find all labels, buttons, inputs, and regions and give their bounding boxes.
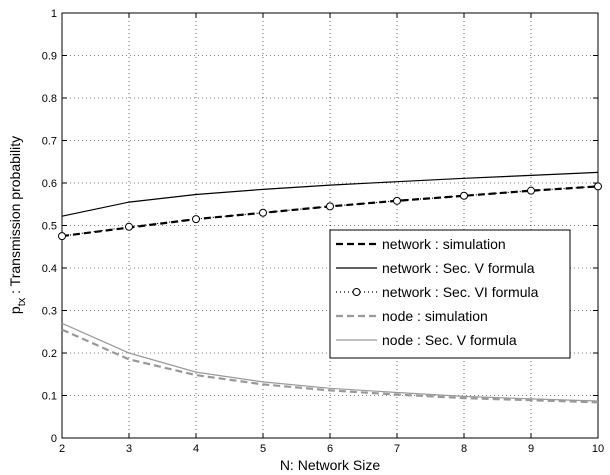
series-point	[125, 222, 133, 231]
series-line	[61, 185, 599, 237]
legend-label: node : Sec. V formula	[382, 332, 517, 348]
x-tick-label: 4	[193, 443, 199, 455]
legend-label: network : Sec. V formula	[382, 260, 535, 276]
legend-label: network : Sec. VI formula	[382, 284, 539, 300]
legend-box	[329, 229, 571, 359]
y-axis-title-sub: tx	[16, 297, 28, 306]
series-line	[61, 171, 599, 217]
x-tick-label: 8	[461, 443, 467, 455]
y-tick-label: 0.3	[42, 306, 57, 318]
x-axis-title: N: Network Size	[280, 457, 381, 473]
y-tick-label: 0.6	[42, 178, 57, 190]
x-tick-label: 9	[528, 443, 534, 455]
y-axis-title-main: p	[7, 306, 23, 314]
x-tick-label: 6	[327, 443, 333, 455]
series-point	[326, 202, 334, 211]
x-tick-label: 2	[59, 443, 65, 455]
x-tick-label: 5	[260, 443, 266, 455]
y-tick-label: 0.9	[42, 51, 57, 63]
series-point	[393, 196, 401, 205]
legend: network : simulation network : Sec. V for…	[329, 229, 571, 359]
x-tick-label: 10	[592, 443, 604, 455]
y-tick-label: 0.2	[42, 348, 57, 360]
series-line	[61, 328, 599, 404]
y-tick-label: 0.1	[42, 391, 57, 403]
series-point	[594, 182, 602, 191]
y-axis-title-rest: : Transmission probability	[7, 136, 23, 298]
axis-ticks: 2 3 4 5 6 7 8 9 10 0 0.1 0.2 0.3 0.4 0.5 0.6 0.7 0.8 0.9 1	[42, 8, 604, 455]
series-point	[192, 215, 200, 224]
legend-marker	[352, 288, 361, 296]
y-tick-label: 0.4	[42, 263, 57, 275]
y-tick-label: 0.5	[42, 221, 57, 233]
legend-label: node : simulation	[382, 308, 488, 324]
y-tick-label: 0.8	[42, 93, 57, 105]
series-point	[58, 232, 66, 241]
series-point	[527, 186, 535, 195]
x-tick-label: 7	[394, 443, 400, 455]
series-point	[259, 208, 267, 217]
legend-label: network : simulation	[382, 236, 506, 252]
series-layer	[58, 171, 602, 404]
y-axis-title: ptx : Transmission probability	[7, 136, 28, 314]
series-line	[61, 322, 599, 402]
y-tick-label: 0.7	[42, 136, 57, 148]
y-tick-label: 1	[51, 8, 57, 20]
x-tick-label: 3	[126, 443, 132, 455]
y-tick-label: 0	[51, 433, 57, 445]
series-point	[460, 191, 468, 200]
